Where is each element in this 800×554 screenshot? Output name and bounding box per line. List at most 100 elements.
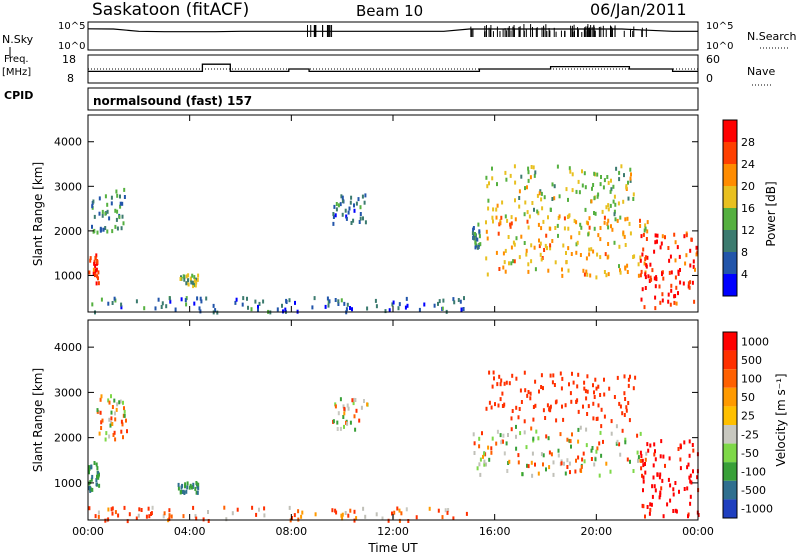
scatter-cell (485, 220, 487, 225)
scatter-cell (111, 422, 114, 426)
scatter-cell (506, 218, 509, 223)
scatter-cell (513, 259, 516, 264)
scatter-cell (561, 273, 564, 278)
scatter-cell (517, 460, 520, 465)
scatter-cell (342, 404, 345, 409)
scatter-cell (599, 430, 602, 435)
scatter-cell (121, 422, 124, 427)
scatter-cell (666, 502, 669, 507)
scatter-cell (542, 219, 545, 224)
scatter-cell (501, 391, 504, 396)
scatter-cell (97, 471, 100, 476)
scatter-cell (549, 243, 552, 248)
scatter-cell (645, 263, 648, 268)
scatter-cell (687, 462, 690, 467)
scatter-cell (518, 255, 521, 260)
scatter-cell (281, 303, 283, 308)
scatter-cell (674, 508, 677, 513)
scatter-cell (577, 455, 580, 460)
scatter-cell (607, 218, 610, 223)
scatter-cell (646, 229, 649, 234)
scatter-cell (355, 516, 358, 521)
scatter-cell (514, 180, 517, 185)
scatter-cell (381, 516, 384, 521)
scatter-cell (632, 386, 635, 391)
scatter-cell (197, 273, 200, 278)
scatter-cell (593, 196, 596, 201)
x-tick-label: 20:00 (580, 525, 612, 538)
scatter-cell (567, 246, 570, 251)
noise-right-tick-bottom: 10^0 (706, 41, 733, 52)
scatter-cell (562, 243, 565, 248)
scatter-cell (633, 254, 636, 259)
scatter-cell (346, 421, 349, 426)
scatter-cell (192, 482, 195, 487)
velocity-colorbar-tick: 50 (741, 391, 755, 404)
scatter-cell (504, 248, 507, 253)
scatter-cell (626, 457, 629, 462)
scatter-cell (423, 302, 426, 307)
scatter-cell (184, 484, 186, 489)
scatter-cell (116, 402, 119, 407)
scatter-cell (346, 403, 349, 408)
scatter-cell (640, 234, 643, 239)
scatter-cell (610, 178, 612, 183)
scatter-cell (626, 270, 629, 274)
scatter-cell (194, 486, 197, 491)
scatter-cell (678, 489, 680, 494)
scatter-cell (351, 307, 353, 312)
scatter-cell (110, 421, 113, 426)
scatter-cell (609, 189, 612, 194)
cpid-label: CPID (4, 89, 33, 102)
scatter-cell (687, 281, 690, 286)
scatter-cell (639, 450, 642, 455)
scatter-cell (344, 511, 347, 515)
scatter-cell (110, 507, 113, 512)
scatter-cell (549, 226, 552, 231)
colorbar-segment (723, 252, 737, 274)
scatter-cell (676, 245, 679, 250)
scatter-cell (363, 399, 365, 403)
y-tick-label: 4000 (54, 136, 82, 149)
scatter-cell (597, 192, 600, 197)
scatter-cell (632, 192, 635, 197)
scatter-cell (197, 482, 200, 487)
scatter-cell (168, 513, 171, 518)
scatter-cell (344, 208, 347, 213)
scatter-cell (247, 305, 249, 310)
scatter-cell (182, 514, 185, 519)
colorbar-segment (723, 480, 737, 500)
scatter-cell (679, 280, 682, 285)
scatter-cell (405, 296, 408, 301)
scatter-cell (355, 201, 358, 206)
scatter-cell (216, 310, 219, 315)
scatter-cell (649, 443, 652, 448)
noise-left-tick-top: 10^5 (58, 21, 85, 32)
velocity-colorbar-tick: -25 (741, 428, 759, 441)
scatter-cell (640, 269, 643, 274)
scatter-cell (100, 227, 103, 232)
scatter-cell (553, 196, 556, 201)
scatter-cell (104, 518, 107, 523)
scatter-cell (486, 184, 489, 189)
scatter-cell (263, 513, 266, 518)
scatter-cell (515, 405, 518, 410)
scatter-cell (600, 407, 603, 412)
freq-unit-label: [MHz] (2, 67, 31, 78)
scatter-cell (482, 454, 484, 459)
scatter-cell (391, 511, 393, 516)
scatter-cell (364, 193, 367, 198)
scatter-cell (553, 184, 556, 189)
scatter-cell (613, 240, 616, 245)
scatter-cell (642, 232, 645, 237)
scatter-cell (557, 453, 560, 458)
scatter-cell (242, 296, 245, 301)
scatter-cell (601, 209, 604, 214)
x-axis-label: Time UT (367, 541, 418, 554)
scatter-cell (583, 171, 586, 176)
scatter-cell (537, 436, 540, 441)
scatter-cell (353, 208, 356, 213)
colorbar-segment (723, 350, 737, 370)
scatter-cell (122, 221, 125, 226)
scatter-cell (375, 512, 378, 517)
